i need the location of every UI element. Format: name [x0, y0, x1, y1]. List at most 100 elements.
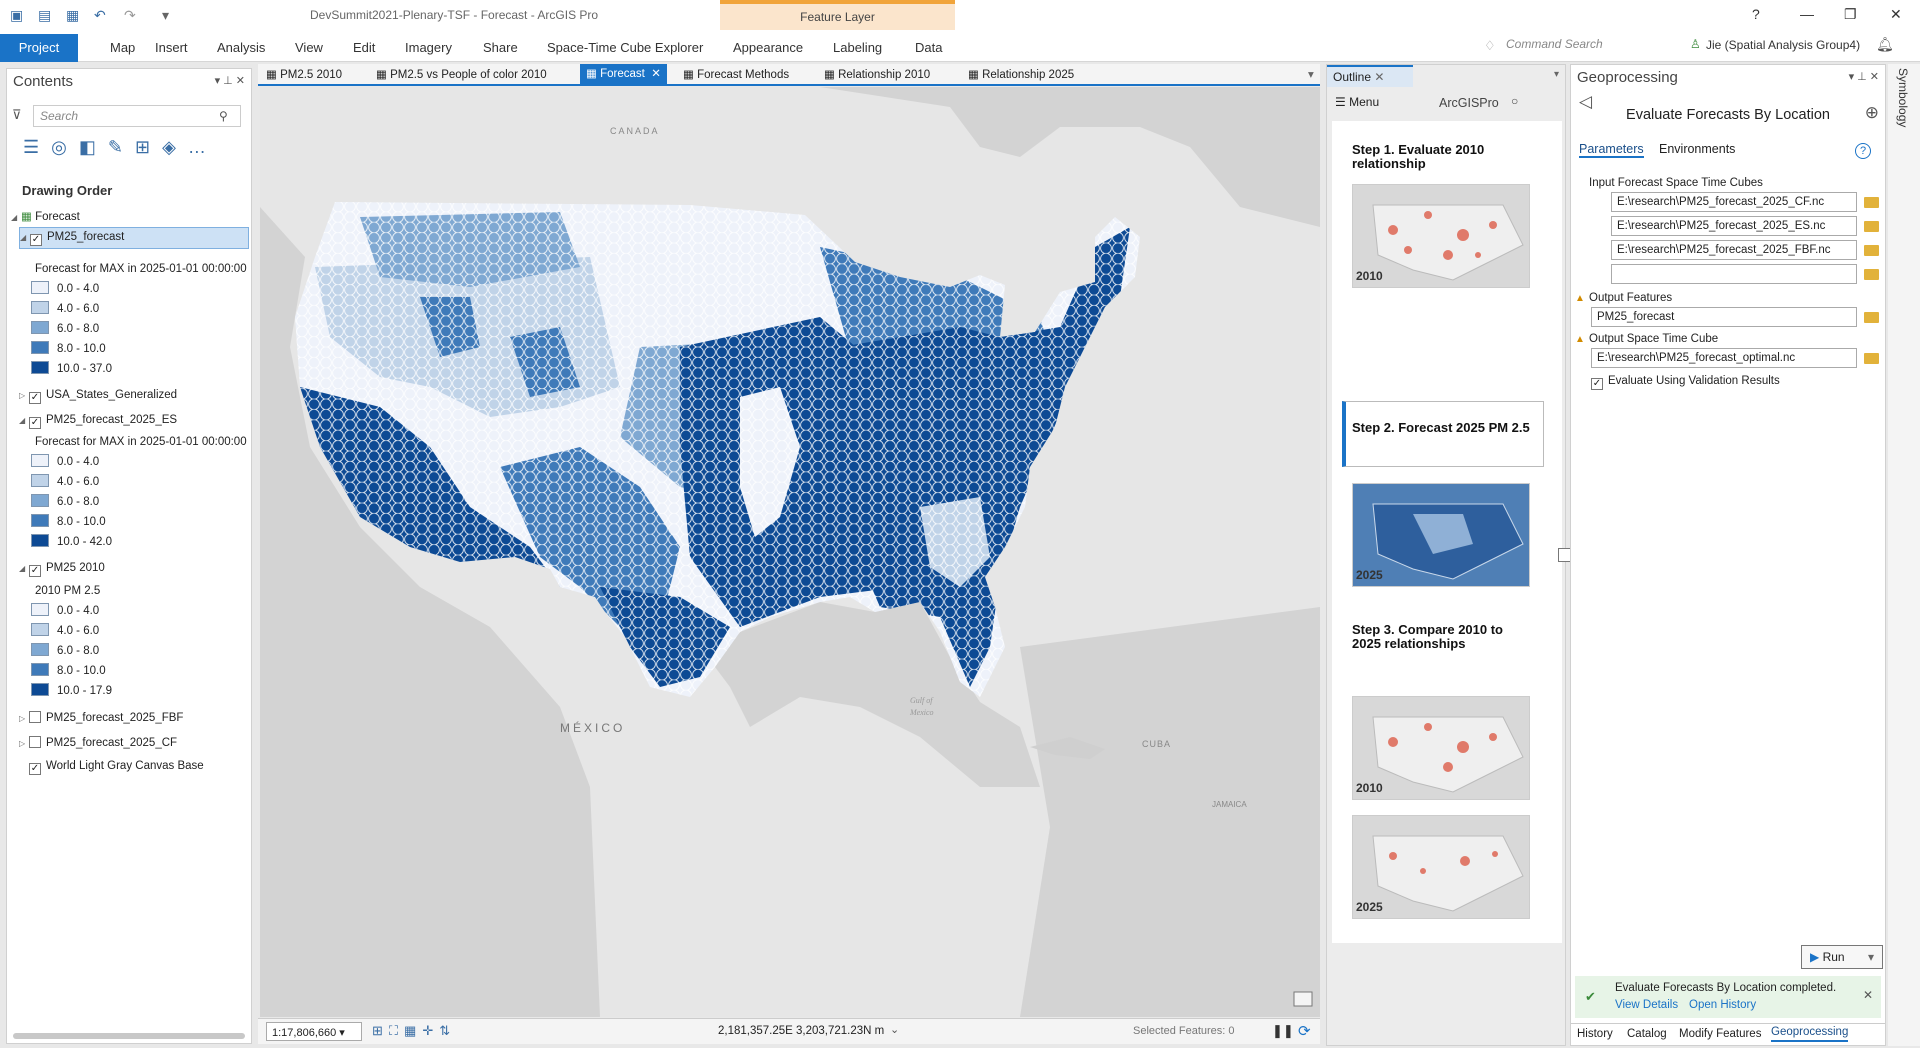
- validation-checkbox[interactable]: ✓: [1591, 378, 1603, 390]
- map-view[interactable]: CANADA MÉXICO Gulf of Mexico CUBA JAMAIC…: [260, 87, 1320, 1017]
- expand-icon[interactable]: ▷: [19, 739, 26, 748]
- user-account[interactable]: Jie (Spatial Analysis Group4): [1706, 38, 1861, 52]
- back-icon[interactable]: ◁: [1579, 92, 1593, 111]
- grid-icon[interactable]: ⊞: [372, 1023, 389, 1038]
- tab-forecast[interactable]: ▦ Forecast ✕: [580, 64, 667, 84]
- minimize-icon[interactable]: —: [1800, 6, 1814, 22]
- legend-swatch[interactable]: [31, 281, 49, 294]
- add-tool-icon[interactable]: ⊕: [1864, 103, 1879, 122]
- legend-swatch[interactable]: [31, 361, 49, 374]
- expand-icon[interactable]: ▷: [19, 714, 26, 723]
- tab-environments[interactable]: Environments: [1659, 142, 1736, 156]
- legend-swatch[interactable]: [31, 643, 49, 656]
- tab-relationship-2025[interactable]: ▦ Relationship 2025: [968, 69, 1075, 81]
- undo-icon[interactable]: ↶: [94, 7, 106, 23]
- list-by-editing-icon[interactable]: ✎: [107, 137, 135, 157]
- input-cube-field-2[interactable]: E:\research\PM25_forecast_2025_ES.nc: [1611, 216, 1857, 236]
- symbology-tab[interactable]: Symbology: [1896, 68, 1910, 128]
- list-by-labeling-icon[interactable]: ◈: [162, 137, 188, 157]
- layer-row-pm25-forecast[interactable]: ◢ ✓ PM25_forecast: [19, 227, 249, 249]
- list-by-snapping-icon[interactable]: ⊞: [134, 137, 163, 157]
- map-nav-tools[interactable]: ⊞⛶▦✛⇅: [372, 1023, 456, 1039]
- step-2-selected[interactable]: [1342, 401, 1544, 467]
- legend-swatch[interactable]: [31, 514, 49, 527]
- help-button[interactable]: ?: [1752, 6, 1760, 22]
- step-1-title[interactable]: Step 1. Evaluate 2010 relationship: [1352, 142, 1485, 171]
- thumb-2010-relationship[interactable]: 2010: [1352, 184, 1530, 288]
- tab-insert[interactable]: Insert: [155, 40, 188, 55]
- pause-drawing-icon[interactable]: ❚❚: [1272, 1023, 1294, 1038]
- validation-option[interactable]: ✓ Evaluate Using Validation Results: [1591, 375, 1780, 390]
- open-history-link[interactable]: Open History: [1689, 999, 1757, 1011]
- crosshair-icon[interactable]: ✛: [422, 1023, 440, 1038]
- tab-edit[interactable]: Edit: [353, 40, 376, 55]
- collapse-icon[interactable]: ◢: [20, 233, 27, 242]
- browse-folder-icon[interactable]: [1864, 197, 1879, 208]
- layer-row-basemap[interactable]: ✓ World Light Gray Canvas Base: [29, 760, 204, 775]
- map-notes-icon[interactable]: [1293, 991, 1313, 1007]
- command-search-input[interactable]: Command Search: [1506, 37, 1603, 51]
- close-tab-icon[interactable]: ✕: [651, 68, 661, 80]
- fixed-zoom-icon[interactable]: ⛶: [388, 1023, 405, 1038]
- layer-visibility-checkbox[interactable]: ✓: [30, 234, 42, 246]
- browse-folder-icon[interactable]: [1864, 221, 1879, 232]
- tab-catalog[interactable]: Catalog: [1627, 1028, 1667, 1040]
- close-outline-icon[interactable]: ✕: [1374, 70, 1385, 84]
- collapse-icon[interactable]: ◢: [11, 213, 18, 222]
- layer-row-pm25-forecast-cf[interactable]: ▷ PM25_forecast_2025_CF: [19, 736, 177, 749]
- tab-map[interactable]: Map: [110, 40, 136, 55]
- thumb-2010-compare[interactable]: 2010: [1352, 696, 1530, 800]
- rotate-icon[interactable]: ⇅: [439, 1023, 457, 1038]
- tab-list-icon[interactable]: ▾: [1308, 69, 1314, 81]
- tab-share[interactable]: Share: [483, 40, 518, 55]
- table-icon[interactable]: ▦: [404, 1023, 423, 1038]
- redo-icon[interactable]: ↷: [124, 7, 136, 23]
- contents-search-input[interactable]: Search: [33, 105, 241, 127]
- tab-analysis[interactable]: Analysis: [217, 40, 266, 55]
- layer-visibility-checkbox[interactable]: ✓: [29, 417, 41, 429]
- legend-swatch[interactable]: [31, 534, 49, 547]
- view-details-link[interactable]: View Details: [1615, 999, 1679, 1011]
- layer-visibility-checkbox[interactable]: ✓: [29, 565, 41, 577]
- thumb-2025-compare[interactable]: 2025: [1352, 815, 1530, 919]
- run-button[interactable]: ▶ Run ▾: [1801, 945, 1883, 969]
- dismiss-icon[interactable]: ✕: [1862, 988, 1873, 1002]
- tab-imagery[interactable]: Imagery: [405, 40, 452, 55]
- outline-options-icon[interactable]: ▾: [1553, 69, 1559, 80]
- notifications-icon[interactable]: 🔔︎: [1876, 36, 1894, 52]
- legend-swatch[interactable]: [31, 454, 49, 467]
- open-project-icon[interactable]: ▤: [38, 7, 52, 23]
- pane-options-icons[interactable]: ▾ ⊥ ✕: [1848, 71, 1879, 83]
- legend-swatch[interactable]: [31, 474, 49, 487]
- coordinate-format-icon[interactable]: ⌄: [890, 1024, 900, 1036]
- input-cube-field-1[interactable]: E:\research\PM25_forecast_2025_CF.nc: [1611, 192, 1857, 212]
- outline-menu[interactable]: ☰ Menu: [1335, 95, 1380, 109]
- map-node[interactable]: ◢ ▦ Forecast: [11, 209, 80, 223]
- legend-swatch[interactable]: [31, 603, 49, 616]
- pane-options-icons[interactable]: ▾ ⊥ ✕: [214, 75, 245, 87]
- tab-data[interactable]: Data: [915, 40, 943, 55]
- legend-swatch[interactable]: [31, 683, 49, 696]
- tab-modify-features[interactable]: Modify Features: [1679, 1028, 1762, 1040]
- layer-visibility-checkbox[interactable]: ✓: [29, 763, 41, 775]
- legend-swatch[interactable]: [31, 301, 49, 314]
- filter-icon[interactable]: ⊽: [12, 107, 22, 122]
- close-window-icon[interactable]: ✕: [1890, 6, 1902, 22]
- input-cube-field-4[interactable]: [1611, 264, 1857, 284]
- list-by-selection-icon[interactable]: ◧: [78, 137, 108, 157]
- output-features-field[interactable]: PM25_forecast: [1591, 307, 1857, 327]
- contents-view-toolbar[interactable]: ☰◎◧✎⊞◈…: [23, 137, 218, 158]
- tab-pm25-2010[interactable]: ▦ PM2.5 2010: [266, 69, 343, 81]
- legend-swatch[interactable]: [31, 341, 49, 354]
- legend-swatch[interactable]: [31, 663, 49, 676]
- step-2-title[interactable]: Step 2. Forecast 2025 PM 2.5: [1352, 420, 1530, 435]
- layer-visibility-checkbox[interactable]: [29, 711, 41, 723]
- browse-folder-icon[interactable]: [1864, 245, 1879, 256]
- input-cube-field-3[interactable]: E:\research\PM25_forecast_2025_FBF.nc: [1611, 240, 1857, 260]
- browse-folder-icon[interactable]: [1864, 312, 1879, 323]
- layer-row-usa-states[interactable]: ▷ ✓ USA_States_Generalized: [19, 389, 177, 404]
- legend-swatch[interactable]: [31, 494, 49, 507]
- tab-history[interactable]: History: [1577, 1028, 1613, 1040]
- new-project-icon[interactable]: ▣: [10, 7, 24, 23]
- legend-swatch[interactable]: [31, 321, 49, 334]
